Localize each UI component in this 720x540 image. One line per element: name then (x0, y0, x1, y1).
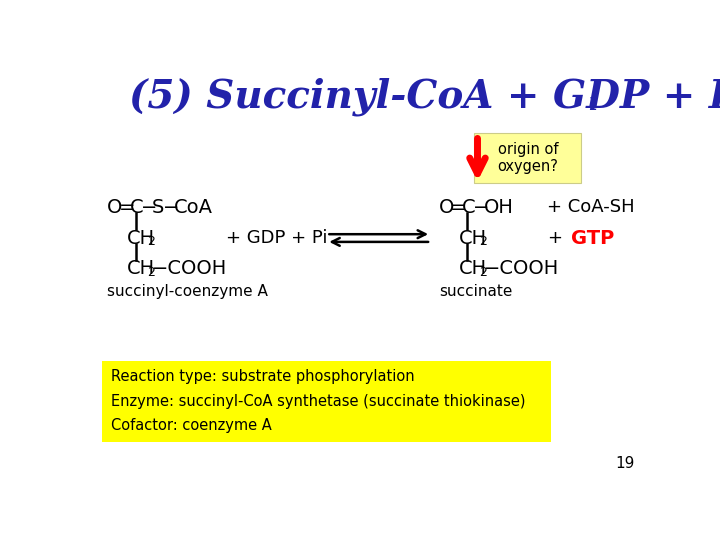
Text: (5) Succinyl-CoA + GDP + P: (5) Succinyl-CoA + GDP + P (129, 78, 720, 117)
Text: succinate: succinate (438, 285, 512, 300)
Text: −: − (141, 198, 158, 217)
Text: −: − (473, 198, 489, 217)
Text: 2: 2 (148, 266, 156, 279)
Text: 2: 2 (479, 266, 487, 279)
Text: C: C (130, 198, 144, 217)
Text: Reaction type: substrate phosphorylation: Reaction type: substrate phosphorylation (111, 369, 415, 384)
Text: −COOH: −COOH (152, 259, 228, 278)
Text: =: = (119, 198, 135, 217)
Text: + GDP + Pi: + GDP + Pi (225, 229, 327, 247)
Text: GTP: GTP (570, 228, 613, 247)
Text: CH: CH (459, 228, 487, 247)
Text: =: = (451, 198, 467, 217)
Text: succinyl-coenzyme A: succinyl-coenzyme A (107, 285, 268, 300)
Text: origin of
oxygen?: origin of oxygen? (498, 142, 558, 174)
Text: 2: 2 (148, 235, 156, 248)
Text: + CoA-SH: + CoA-SH (547, 198, 635, 216)
Text: 19: 19 (616, 456, 635, 471)
Text: S: S (152, 198, 164, 217)
Text: +: + (547, 229, 562, 247)
Text: Enzyme: succinyl-CoA synthetase (succinate thiokinase): Enzyme: succinyl-CoA synthetase (succina… (111, 394, 526, 409)
Text: O: O (107, 198, 122, 217)
Text: −COOH: −COOH (484, 259, 559, 278)
Text: CH: CH (459, 259, 487, 278)
Text: 2: 2 (479, 235, 487, 248)
Text: O: O (438, 198, 454, 217)
Text: Cofactor: coenzyme A: Cofactor: coenzyme A (111, 418, 271, 434)
FancyBboxPatch shape (102, 361, 551, 442)
Text: i: i (588, 91, 598, 116)
FancyBboxPatch shape (474, 132, 581, 184)
Text: −: − (163, 198, 179, 217)
Text: CH: CH (127, 228, 156, 247)
Text: CH: CH (127, 259, 156, 278)
Text: OH: OH (484, 198, 513, 217)
Text: CoA: CoA (174, 198, 212, 217)
Text: C: C (462, 198, 476, 217)
